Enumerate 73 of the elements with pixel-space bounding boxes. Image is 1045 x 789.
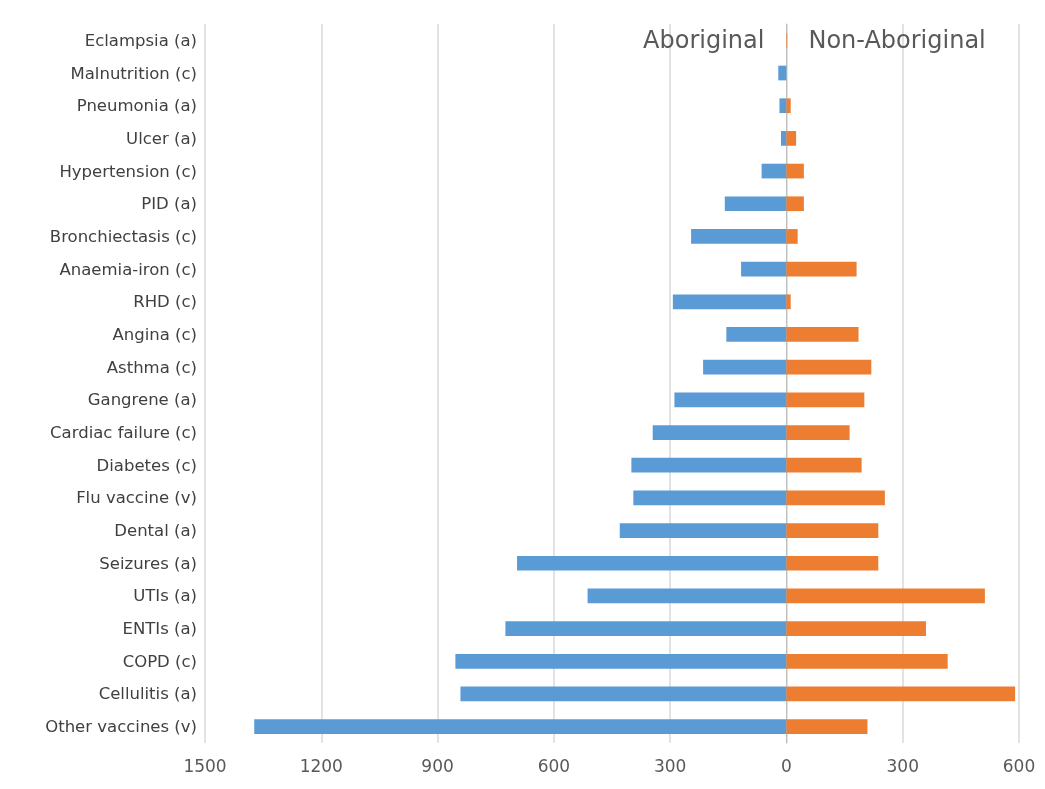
bar — [786, 425, 850, 440]
bar — [460, 686, 787, 702]
bar — [786, 621, 926, 636]
y-tick-label: Cellulitis (a) — [98, 684, 197, 704]
series-label: Non-Aboriginal — [808, 26, 986, 54]
bar — [786, 719, 868, 735]
y-tick-label: Cardiac failure (c) — [50, 423, 197, 443]
y-tick-label: Bronchiectasis (c) — [49, 226, 197, 246]
bar — [779, 98, 787, 114]
bar — [455, 653, 787, 669]
bar — [786, 392, 865, 408]
y-tick-label: Ulcer (a) — [126, 128, 197, 148]
bar — [786, 359, 872, 375]
y-tick-label: PID (a) — [141, 194, 197, 214]
x-tick-label: 1200 — [299, 755, 343, 776]
bar — [619, 523, 787, 538]
y-tick-label: Angina (c) — [112, 324, 197, 344]
y-tick-label: UTIs (a) — [133, 586, 197, 606]
bar — [674, 392, 787, 408]
bar — [631, 457, 787, 473]
y-tick-label: Flu vaccine (v) — [76, 488, 197, 508]
bar — [786, 588, 985, 604]
bar — [786, 686, 1016, 702]
bar — [786, 294, 791, 310]
y-tick-label: Dental (a) — [114, 521, 197, 541]
y-tick-label: Other vaccines (v) — [45, 717, 197, 737]
bar — [633, 490, 787, 506]
bar — [691, 229, 787, 244]
bar — [786, 131, 797, 146]
y-tick-label: Anaemia-iron (c) — [59, 259, 197, 279]
bar — [505, 621, 787, 636]
bar — [781, 131, 787, 146]
y-tick-label: Seizures (a) — [99, 553, 197, 573]
bar — [786, 555, 879, 571]
bar — [703, 359, 787, 375]
bar — [786, 327, 859, 342]
y-tick-label: Gangrene (a) — [87, 390, 197, 410]
bar — [786, 229, 798, 244]
bar — [786, 196, 804, 212]
bar — [254, 719, 787, 735]
bar — [778, 65, 787, 81]
bar — [786, 490, 885, 506]
bar — [786, 523, 879, 538]
bar — [786, 98, 791, 114]
x-tick-label: 300 — [886, 755, 919, 776]
bar — [517, 555, 787, 571]
x-tick-label: 600 — [1002, 755, 1036, 776]
bar — [786, 457, 862, 473]
y-tick-label: Diabetes (c) — [96, 455, 197, 475]
bar — [652, 425, 787, 440]
x-tick-label: 0 — [781, 755, 792, 776]
bar — [786, 261, 857, 277]
y-tick-label: ENTIs (a) — [122, 619, 197, 639]
x-tick-label: 1500 — [183, 755, 227, 776]
bar — [741, 261, 787, 277]
y-tick-label: Asthma (c) — [106, 357, 197, 377]
x-tick-label: 900 — [421, 755, 454, 776]
series-label: Aboriginal — [643, 26, 765, 54]
bar — [672, 294, 787, 310]
bar — [726, 327, 787, 342]
y-tick-label: Malnutrition (c) — [70, 63, 197, 83]
y-tick-label: Hypertension (c) — [59, 161, 197, 181]
bar — [786, 163, 804, 179]
x-tick-label: 300 — [653, 755, 687, 776]
bar — [724, 196, 787, 212]
bar — [587, 588, 787, 604]
y-tick-label: RHD (c) — [133, 292, 197, 312]
bar — [761, 163, 787, 179]
y-tick-label: Pneumonia (a) — [76, 96, 197, 116]
x-tick-label: 600 — [537, 755, 571, 776]
y-tick-label: COPD (c) — [122, 651, 197, 671]
bar — [786, 653, 948, 669]
y-tick-label: Eclampsia (a) — [84, 30, 197, 50]
